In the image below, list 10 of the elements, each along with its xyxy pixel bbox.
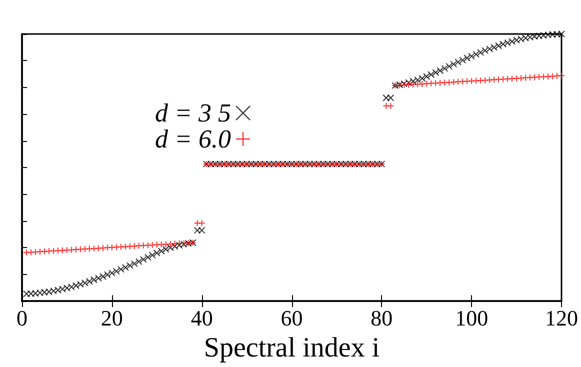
x-tick-label: 0 [16, 306, 28, 331]
x-tick-label: 100 [455, 306, 488, 331]
x-tick-label: 40 [190, 306, 213, 331]
x-tick-label: 120 [545, 306, 578, 331]
x-tick-label: 60 [280, 306, 303, 331]
x-tick-label: 20 [100, 306, 123, 331]
x-tick-label: 80 [370, 306, 393, 331]
legend-label: d = 3 5 [155, 98, 232, 128]
legend-label: d = 6.0 [155, 124, 232, 154]
x-axis-title: Spectral index i [204, 332, 380, 364]
